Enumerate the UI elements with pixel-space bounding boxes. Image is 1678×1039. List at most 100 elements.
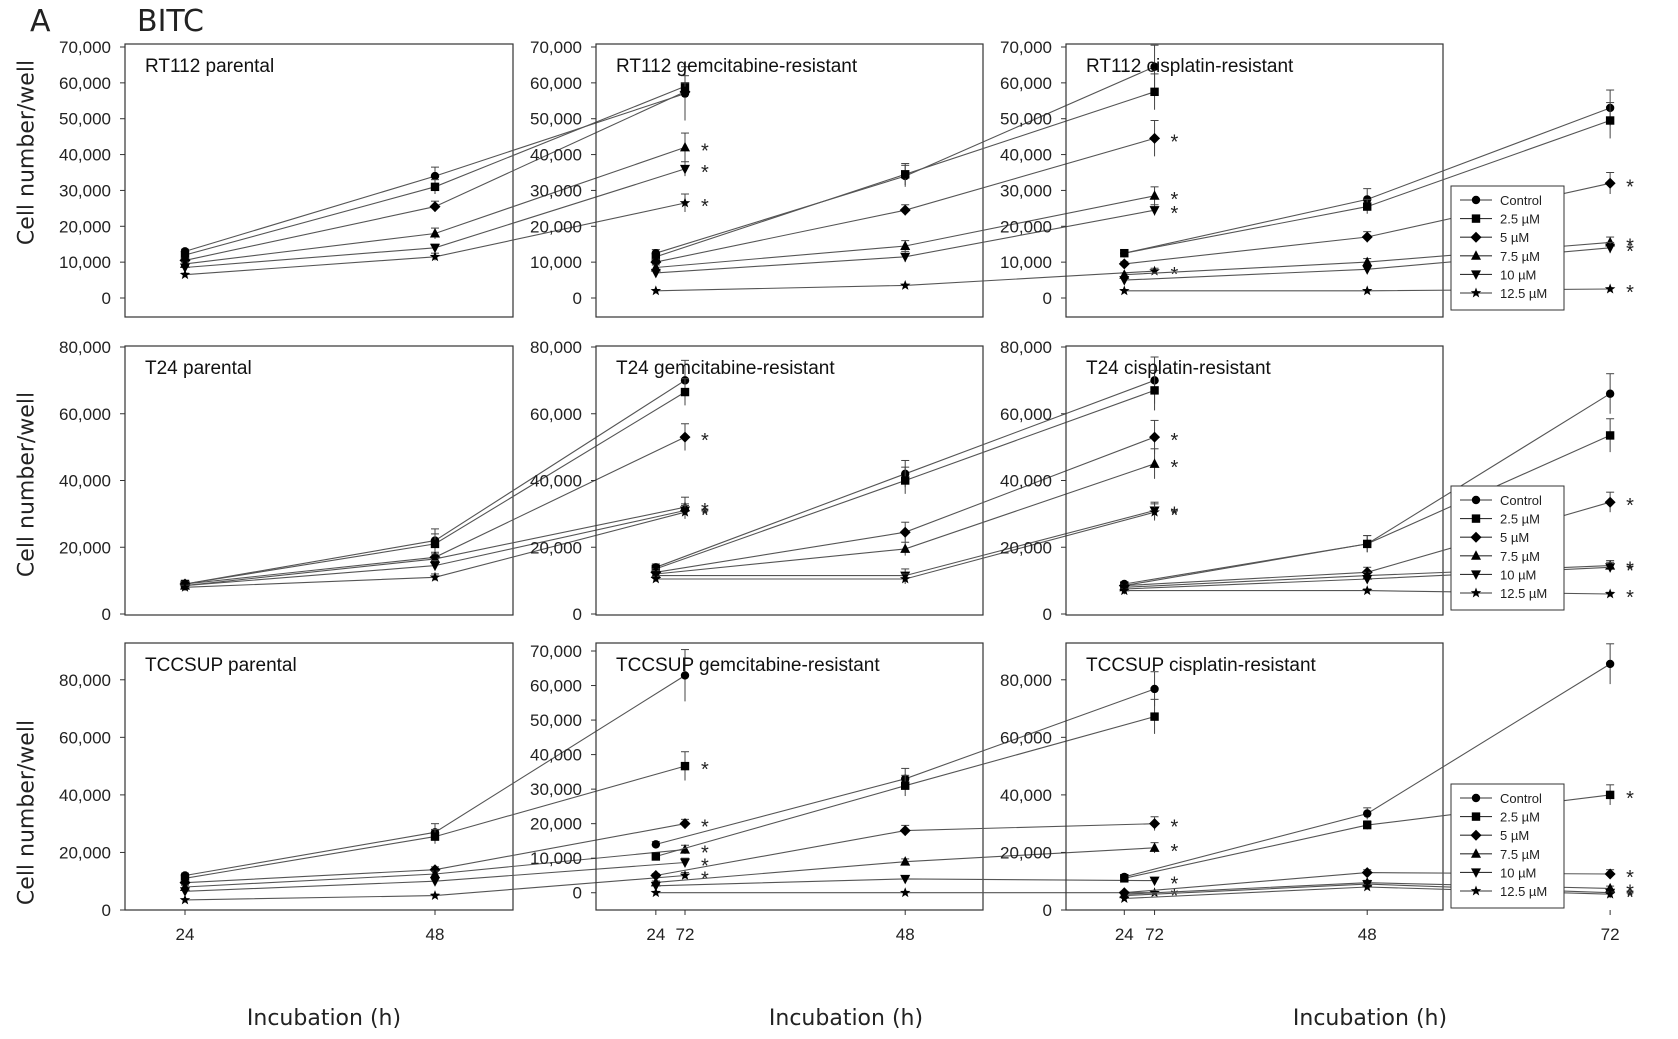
plot-frame (1065, 43, 1444, 318)
y-tick-label: 20,000 (530, 538, 582, 557)
marker-circle (1471, 495, 1481, 505)
marker-diamond (1604, 868, 1616, 880)
y-tick-label: 80,000 (1000, 671, 1052, 690)
significance-asterisk: * (1626, 235, 1634, 257)
marker-square (1605, 431, 1615, 440)
legend-box (1450, 485, 1565, 611)
series-1 (651, 671, 1159, 849)
marker-diamond (1361, 867, 1373, 879)
y-tick-label: 60,000 (530, 74, 582, 93)
legend-label: 2.5 µM (1500, 512, 1540, 527)
significance-asterisk: * (1626, 881, 1634, 903)
marker-triangle-up (430, 868, 440, 879)
significance-asterisk: * (1171, 504, 1179, 526)
series-3: * (650, 120, 1179, 268)
series-2 (651, 73, 1159, 261)
marker-square (1605, 116, 1615, 125)
marker-star (1149, 506, 1160, 517)
significance-asterisk: * (1626, 559, 1634, 581)
panel-title: TCCSUP gemcitabine-resistant (616, 655, 880, 676)
significance-asterisk: * (1626, 886, 1634, 908)
significance-asterisk: * (701, 505, 709, 527)
marker-star (1604, 888, 1616, 899)
marker-square (430, 182, 440, 192)
y-tick-label: 40,000 (1000, 786, 1052, 805)
plot-frame (595, 43, 984, 318)
y-tick-label: 80,000 (1000, 338, 1052, 357)
significance-asterisk: * (1171, 817, 1179, 839)
series-1 (180, 649, 690, 880)
significance-asterisk: * (701, 500, 709, 522)
series-line (184, 202, 686, 276)
y-axis-label-row-1: Cell number/well (14, 59, 40, 246)
marker-star (650, 887, 662, 898)
marker-star (1119, 285, 1130, 296)
y-tick-label: 60,000 (530, 677, 582, 696)
legend-label: 7.5 µM (1500, 249, 1540, 264)
marker-square (1471, 812, 1481, 821)
legend: Control 2.5 µM 5 µM 7.5 µM 10 µM 12.5 µM (1450, 783, 1565, 909)
marker-square (901, 476, 910, 485)
marker-star (1149, 265, 1160, 276)
series-4: * (650, 186, 1179, 272)
marker-circle (1605, 389, 1615, 398)
marker-star (679, 197, 691, 208)
y-tick-label: 20,000 (530, 217, 582, 236)
y-tick-label: 30,000 (530, 780, 582, 799)
marker-diamond (1470, 531, 1482, 543)
legend-label: Control (1500, 193, 1542, 208)
significance-asterisk: * (1171, 189, 1179, 211)
y-tick-label: 0 (1043, 289, 1052, 308)
marker-triangle-down (1149, 876, 1160, 887)
plot-frame (124, 43, 514, 318)
y-tick-label: 20,000 (1000, 217, 1052, 236)
chart-panel: 0 10,000 20,000 30,000 40,000 50,000 60,000 70,… (59, 38, 709, 318)
y-tick-label: 0 (102, 901, 111, 920)
marker-triangle-down (430, 877, 440, 887)
marker-diamond (1604, 496, 1616, 508)
y-tick-label: 10,000 (1000, 253, 1052, 272)
chart-panel: 0 20,000 40,000 60,000 80,000 24 48 72 TCCSUP pa… (59, 642, 709, 944)
significance-asterisk: * (1626, 788, 1634, 810)
legend-label: 10 µM (1500, 567, 1536, 582)
y-tick-label: 50,000 (530, 711, 582, 730)
legend-label: 7.5 µM (1500, 847, 1540, 862)
marker-circle (1471, 793, 1481, 803)
significance-asterisk: * (1171, 841, 1179, 863)
series-3 (179, 82, 691, 266)
series-6: * (179, 868, 709, 905)
y-tick-label: 20,000 (530, 815, 582, 834)
marker-square (1363, 539, 1372, 549)
marker-triangle-up (1149, 842, 1160, 852)
marker-diamond (1361, 231, 1373, 243)
x-tick-label: 24 (176, 925, 195, 944)
marker-triangle-down (430, 243, 440, 254)
marker-triangle-up (900, 856, 911, 866)
series-5: * (650, 203, 1179, 279)
panel-title: RT112 cisplatin-resistant (1086, 56, 1294, 77)
panel-title: RT112 parental (145, 56, 274, 77)
series-line (184, 765, 686, 879)
x-tick-label: 48 (896, 925, 915, 944)
y-tick-label: 20,000 (1000, 538, 1052, 557)
marker-triangle-up (680, 141, 690, 152)
y-tick-label: 0 (102, 289, 111, 308)
y-tick-label: 30,000 (1000, 181, 1052, 200)
y-tick-label: 60,000 (1000, 74, 1052, 93)
series-line (655, 688, 1155, 845)
marker-square (901, 781, 910, 790)
x-tick-label: 72 (1601, 925, 1620, 944)
y-tick-label: 10,000 (59, 253, 111, 272)
marker-star (179, 581, 191, 592)
marker-square (1471, 514, 1481, 523)
marker-diamond (1118, 258, 1130, 270)
y-tick-label: 40,000 (59, 472, 111, 491)
marker-square (1150, 712, 1159, 721)
marker-square (651, 852, 661, 861)
marker-square (430, 832, 440, 841)
y-tick-label: 40,000 (59, 786, 111, 805)
marker-triangle-down (650, 881, 661, 892)
x-axis-label-col-1: Incubation (h) (246, 1006, 402, 1031)
